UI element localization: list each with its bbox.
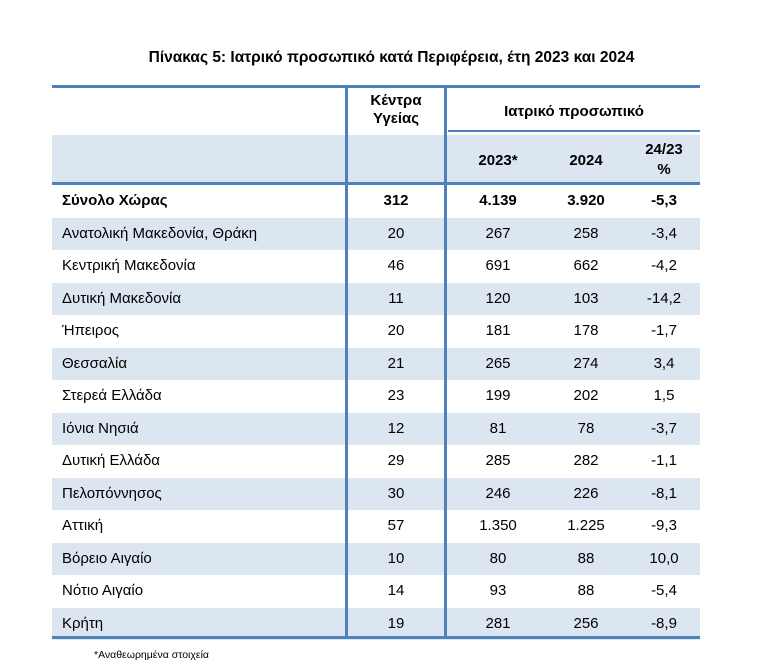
staff-2024-cell: 258 [573,224,599,242]
region-cell: Θεσσαλία [62,354,128,372]
change-pct-cell: -1,1 [651,452,677,469]
staff-2023-cell: 265 [485,354,511,372]
change-pct-cell: -5,4 [651,582,677,599]
region-cell: Κρήτη [62,614,104,632]
region-cell: Ήπειρος [62,322,120,339]
region-cell: Στερεά Ελλάδα [62,387,162,404]
health-centers-cell: 11 [388,289,404,307]
region-cell: Κεντρική Μακεδονία [62,257,196,274]
row-shade [52,282,700,315]
header-2024: 2024 [569,152,603,169]
staff-2024-cell: 103 [573,289,599,307]
staff-2023-cell: 93 [489,582,507,599]
change-pct-cell: 3,4 [653,354,675,372]
header-2023: 2023* [478,152,518,169]
change-pct-cell: -5,3 [651,192,677,209]
health-centers-cell: 14 [387,582,405,599]
region-cell: Νότιο Αιγαίο [62,582,144,599]
row-shade [52,412,700,445]
change-pct-cell: -1,7 [651,322,677,339]
header-health-centers-text: Κέντρα Υγείας [370,92,422,127]
change-pct-cell: -3,4 [651,224,677,242]
header-health-centers: Κέντρα Υγείας [348,92,444,128]
top-border [52,85,700,88]
staff-2023-cell: 691 [485,257,511,274]
header-change-line1: 24/23 [645,141,683,158]
health-centers-cell: 21 [387,354,405,372]
header-bottom-border [52,182,700,185]
header-change-line2: % [657,161,671,178]
change-pct-cell: 1,5 [653,387,675,404]
staff-2024-cell: 3.920 [567,192,605,209]
region-cell: Πελοπόννησος [62,484,162,502]
staff-2024-cell: 662 [573,257,599,274]
health-centers-cell: 10 [387,549,405,567]
staff-2023-cell: 81 [489,419,507,437]
staff-2023-cell: 1.350 [479,517,517,534]
change-pct-cell: 10,0 [649,549,679,567]
staff-2023-cell: 120 [485,289,511,307]
change-pct-cell: -14,2 [646,289,682,307]
health-centers-cell: 312 [383,192,409,209]
footnote: *Αναθεωρημένα στοιχεία [94,649,209,661]
staff-2023-cell: 285 [485,452,511,469]
row-shade [52,607,700,640]
staff-2024-cell: 226 [573,484,599,502]
staff-2024-cell: 178 [573,322,599,339]
change-pct-cell: -4,2 [651,257,677,274]
staff-2024-cell: 88 [577,582,595,599]
table-title: Πίνακας 5: Ιατρικό προσωπικό κατά Περιφέ… [148,49,635,66]
region-cell: Δυτική Ελλάδα [62,452,160,469]
health-centers-cell: 29 [387,452,405,469]
staff-2023-cell: 199 [485,387,511,404]
staff-2024-cell: 1.225 [567,517,605,534]
region-cell: Σύνολο Χώρας [62,192,168,209]
health-centers-cell: 20 [387,322,405,339]
region-cell: Ιόνια Νησιά [62,419,139,437]
staff-2024-cell: 256 [573,614,599,632]
staff-2023-cell: 246 [485,484,511,502]
header-medical-staff: Ιατρικό προσωπικό [504,103,644,120]
subheader-rule [448,130,700,132]
row-shade [52,477,700,510]
health-centers-cell: 30 [387,484,405,502]
staff-2023-cell: 181 [485,322,511,339]
staff-2024-cell: 88 [577,549,595,567]
health-centers-cell: 57 [387,517,405,534]
staff-2024-cell: 274 [573,354,599,372]
region-cell: Δυτική Μακεδονία [62,289,182,307]
health-centers-cell: 19 [387,614,405,632]
row-shade [52,542,700,575]
staff-2024-cell: 202 [573,387,599,404]
staff-2023-cell: 80 [489,549,507,567]
staff-2024-cell: 282 [573,452,599,469]
health-centers-cell: 20 [387,224,405,242]
change-pct-cell: -3,7 [651,419,677,437]
staff-2023-cell: 281 [485,614,511,632]
region-cell: Ανατολική Μακεδονία, Θράκη [62,224,258,242]
change-pct-cell: -8,1 [651,484,677,502]
health-centers-column-frame [345,85,447,639]
staff-2023-cell: 267 [485,224,511,242]
header-shade [52,135,700,183]
staff-2024-cell: 78 [577,419,595,437]
bottom-border [52,636,700,639]
row-shade [52,217,700,250]
staff-2023-cell: 4.139 [479,192,517,209]
health-centers-cell: 12 [387,419,405,437]
health-centers-cell: 23 [387,387,405,404]
change-pct-cell: -8,9 [651,614,677,632]
health-centers-cell: 46 [387,257,405,274]
data-table: Κέντρα Υγείας Ιατρικό προσωπικό 2023* 20… [52,85,700,645]
row-shade [52,347,700,380]
region-cell: Βόρειο Αιγαίο [62,549,152,567]
change-pct-cell: -9,3 [651,517,677,534]
region-cell: Αττική [62,517,104,534]
